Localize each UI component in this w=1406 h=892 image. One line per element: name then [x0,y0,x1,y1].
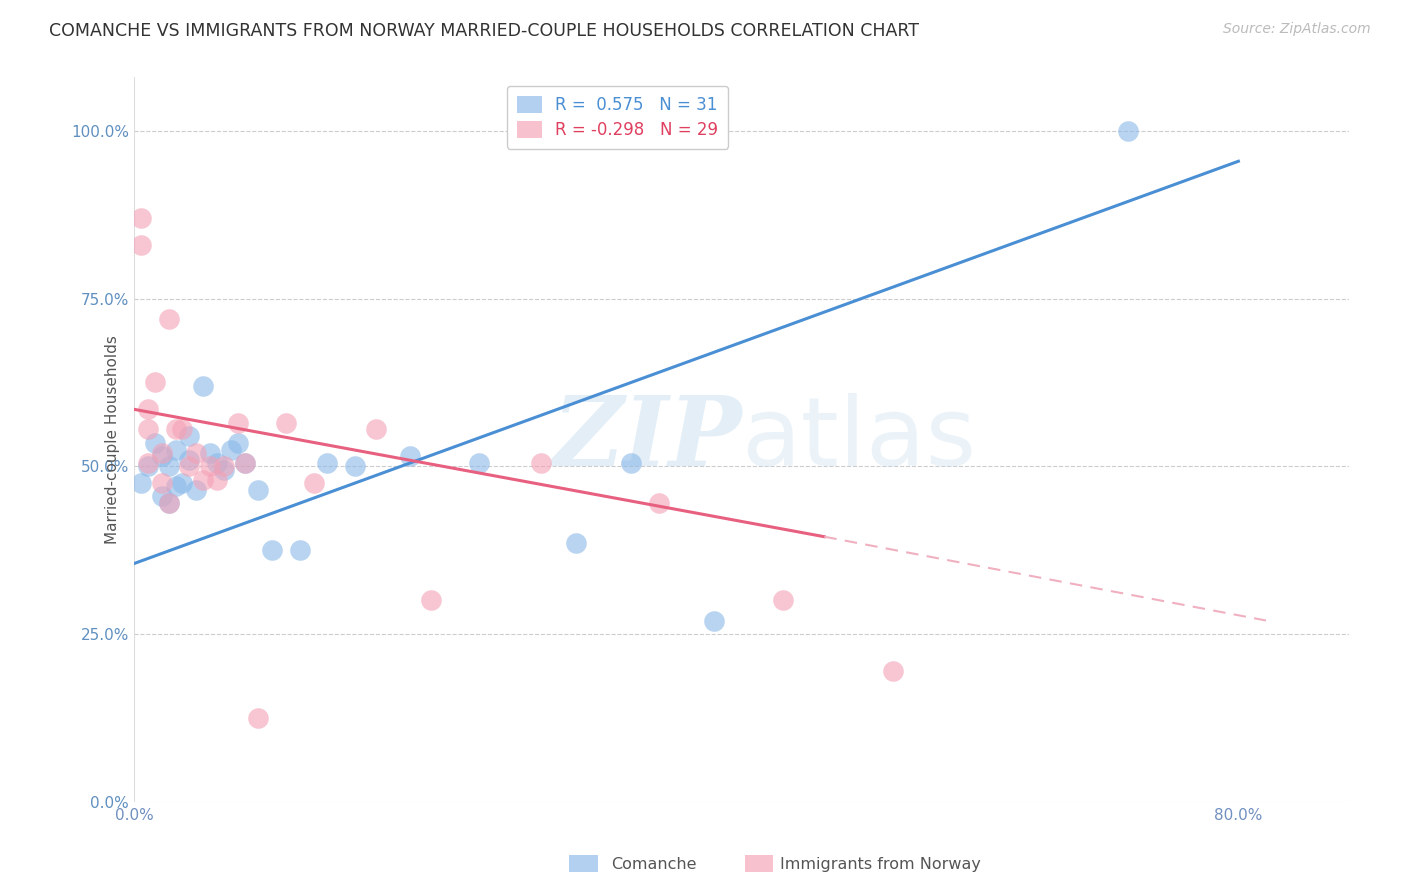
Point [316,456,339,470]
Point [219,442,242,457]
Point [647,496,669,510]
Point [212,459,235,474]
Point [150,476,173,491]
Point [186,483,208,497]
Text: COMANCHE VS IMMIGRANTS FROM NORWAY MARRIED-COUPLE HOUSEHOLDS CORRELATION CHART: COMANCHE VS IMMIGRANTS FROM NORWAY MARRI… [49,22,920,40]
Point [198,446,221,460]
Point [179,452,201,467]
Text: Source: ZipAtlas.com: Source: ZipAtlas.com [1223,22,1371,37]
Point [150,446,173,460]
Point [143,435,166,450]
Point [129,238,152,252]
Point [565,536,588,550]
Point [129,211,152,226]
Point [157,311,180,326]
Point [136,402,159,417]
Point [772,593,794,607]
Point [179,459,201,474]
Point [136,459,159,474]
Point [247,483,270,497]
Text: Immigrants from Norway: Immigrants from Norway [780,857,981,872]
Point [165,442,187,457]
Point [136,456,159,470]
Point [150,490,173,504]
Point [233,456,256,470]
Legend: R =  0.575   N = 31, R = -0.298   N = 29: R = 0.575 N = 31, R = -0.298 N = 29 [506,86,728,149]
Point [274,416,297,430]
Point [165,422,187,436]
Point [468,456,491,470]
Point [262,543,284,558]
Point [205,473,228,487]
Point [136,422,159,436]
Text: ZIP: ZIP [551,392,741,486]
Point [247,711,270,725]
Point [226,416,249,430]
Point [620,456,643,470]
Point [364,422,387,436]
Point [1116,124,1139,138]
Point [191,473,214,487]
Point [157,496,180,510]
Point [150,449,173,463]
Point [143,376,166,390]
Point [703,614,725,628]
Point [343,459,366,474]
Point [205,456,228,470]
Point [172,422,194,436]
Point [186,446,208,460]
Point [530,456,553,470]
Point [212,463,235,477]
Point [157,496,180,510]
Point [419,593,441,607]
Point [179,429,201,443]
Point [172,476,194,491]
Point [226,435,249,450]
Point [399,449,422,463]
Point [233,456,256,470]
Point [129,476,152,491]
Y-axis label: Married-couple Households: Married-couple Households [105,335,120,544]
Point [191,379,214,393]
Point [165,479,187,493]
Point [302,476,325,491]
Text: Comanche: Comanche [612,857,697,872]
Text: atlas: atlas [741,393,977,486]
Point [288,543,311,558]
Point [198,459,221,474]
Point [157,459,180,474]
Point [882,664,904,678]
